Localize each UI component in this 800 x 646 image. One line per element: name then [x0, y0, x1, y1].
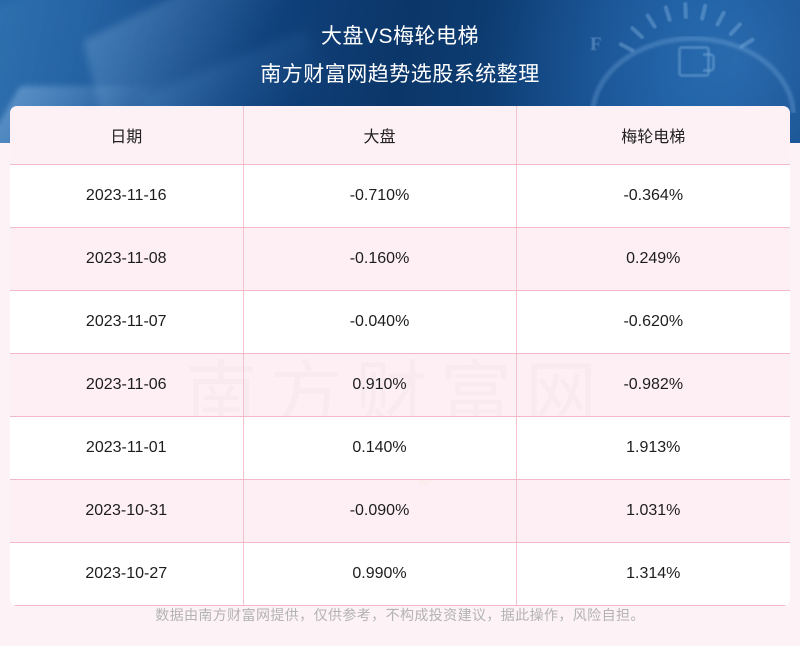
cell-stock: -0.364%: [516, 164, 790, 228]
disclaimer-text: 数据由南方财富网提供，仅供参考，不构成投资建议，据此操作，风险自担。: [155, 607, 645, 623]
cell-stock: -0.982%: [516, 353, 790, 417]
table-row: 2023-11-16 -0.710% -0.364%: [10, 164, 790, 228]
cell-date: 2023-10-27: [10, 542, 244, 606]
cell-market: -0.040%: [243, 290, 517, 354]
cell-date: 2023-11-08: [10, 227, 244, 291]
table-row: 2023-10-31 -0.090% 1.031%: [10, 479, 790, 543]
cell-stock: 1.031%: [516, 479, 790, 543]
cell-stock: 0.249%: [516, 227, 790, 291]
cell-market: -0.090%: [243, 479, 517, 543]
table-header: 日期 大盘 梅轮电梯: [10, 106, 790, 165]
comparison-table-container: 日期 大盘 梅轮电梯 2023-11-16 -0.710% -0.364% 2023-…: [10, 106, 790, 606]
page-title: 大盘VS梅轮电梯: [320, 25, 479, 48]
table-row: 2023-11-01 0.140% 1.913%: [10, 416, 790, 480]
cell-market: -0.710%: [243, 164, 517, 228]
cell-date: 2023-11-06: [10, 353, 244, 417]
cell-date: 2023-11-07: [10, 290, 244, 354]
table-header-row: 日期 大盘 梅轮电梯: [10, 106, 790, 165]
cell-market: 0.140%: [243, 416, 517, 480]
cell-stock: 1.913%: [516, 416, 790, 480]
column-header-market: 大盘: [243, 106, 517, 165]
table-body: 2023-11-16 -0.710% -0.364% 2023-11-08 -0.160…: [10, 164, 790, 606]
table-row: 2023-11-07 -0.040% -0.620%: [10, 290, 790, 354]
table-row: 2023-10-27 0.990% 1.314%: [10, 542, 790, 606]
column-header-date: 日期: [10, 106, 244, 165]
table-row: 2023-11-08 -0.160% 0.249%: [10, 227, 790, 291]
cell-stock: 1.314%: [516, 542, 790, 606]
banner-title-group: 大盘VS梅轮电梯 南方财富网趋势选股系统整理: [0, 0, 800, 90]
cell-stock: -0.620%: [516, 290, 790, 354]
cell-date: 2023-10-31: [10, 479, 244, 543]
cell-market: 0.910%: [243, 353, 517, 417]
cell-date: 2023-11-01: [10, 416, 244, 480]
column-header-stock: 梅轮电梯: [516, 106, 790, 165]
page-subtitle: 南方财富网趋势选股系统整理: [260, 63, 540, 86]
cell-market: -0.160%: [243, 227, 517, 291]
cell-date: 2023-11-16: [10, 164, 244, 228]
cell-market: 0.990%: [243, 542, 517, 606]
table-row: 2023-11-06 0.910% -0.982%: [10, 353, 790, 417]
comparison-table: 日期 大盘 梅轮电梯 2023-11-16 -0.710% -0.364% 2023-…: [10, 106, 790, 606]
